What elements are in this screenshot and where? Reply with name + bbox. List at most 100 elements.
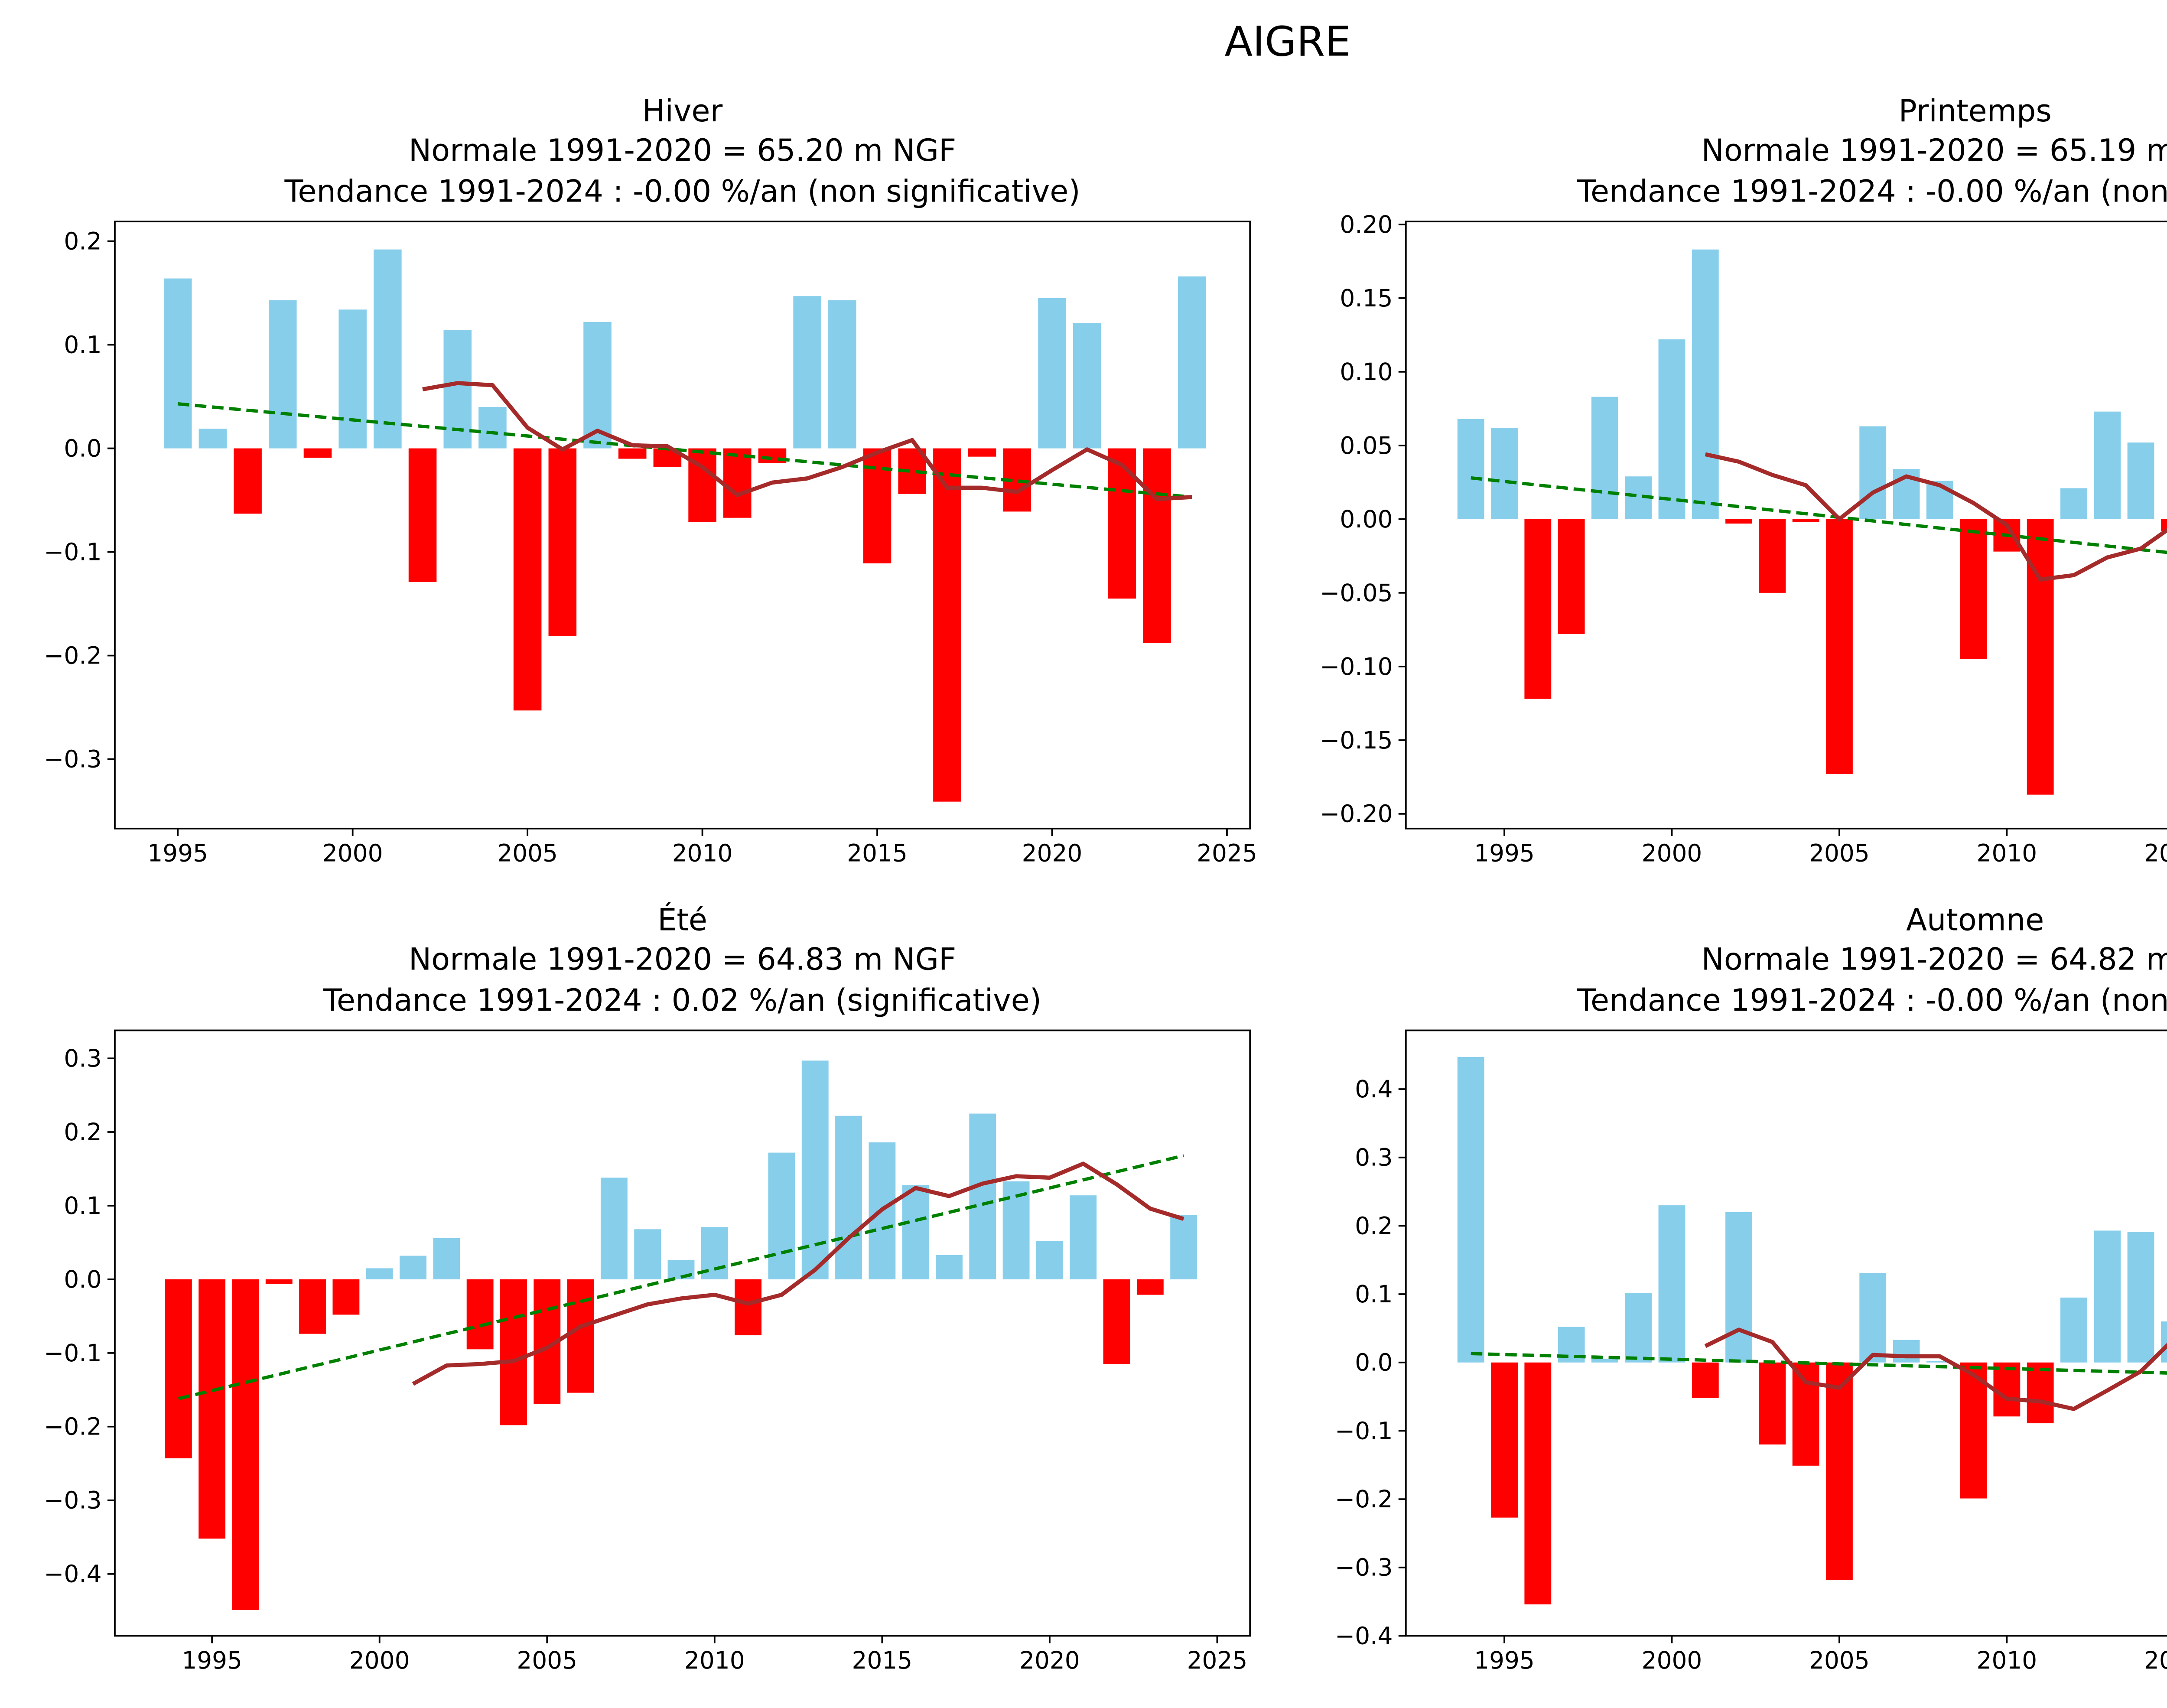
y-tick-label: 0.0 <box>1355 1349 1393 1376</box>
bar-positive <box>163 278 192 449</box>
y-tick-label: 0.0 <box>64 1266 101 1293</box>
y-tick-label: −0.2 <box>44 642 101 670</box>
axes-frame <box>114 1029 1251 1637</box>
bar-positive <box>969 1113 996 1279</box>
plot-area: 1995200020052010201520202025−0.4−0.3−0.2… <box>1335 1029 2167 1674</box>
bar-positive <box>793 296 821 449</box>
bar-negative <box>1558 519 1585 634</box>
y-tick-label: 0.3 <box>64 1044 101 1072</box>
bar-positive <box>2094 1230 2121 1363</box>
y-tick-label: 0.05 <box>1340 432 1393 459</box>
bar-negative <box>1524 1362 1552 1604</box>
bar-positive <box>478 407 507 449</box>
bar-negative <box>933 448 961 802</box>
bar-positive <box>2060 1297 2087 1363</box>
bar-negative <box>968 448 996 457</box>
bar-negative <box>1792 519 1819 522</box>
bar-negative <box>1960 1362 1987 1499</box>
bar-positive <box>1658 339 1685 519</box>
panel-title-line-2: Normale 1991-2020 = 64.83 m NGF <box>409 941 956 977</box>
bar-positive <box>1038 298 1066 449</box>
bar-negative <box>299 1279 326 1334</box>
panel-title-line-1: Été <box>657 902 707 938</box>
panel-ete: Été Normale 1991-2020 = 64.83 m NGF Tend… <box>44 902 1251 1674</box>
bar-positive <box>1491 428 1518 519</box>
x-tick-label: 1995 <box>182 1646 242 1674</box>
bar-positive <box>269 300 297 449</box>
panel-title-line-2: Normale 1991-2020 = 65.19 m NGF <box>1702 133 2167 168</box>
x-tick-label: 2000 <box>1642 1646 1702 1674</box>
x-tick-label: 2025 <box>1187 1646 1248 1674</box>
bar-positive <box>1859 1273 1887 1363</box>
y-tick-label: 0.15 <box>1340 284 1393 312</box>
rolling-mean-line <box>422 381 1192 501</box>
bar-positive <box>1170 1215 1197 1279</box>
bar-positive <box>1725 1212 1752 1363</box>
x-tick-label: 2015 <box>2144 1646 2167 1674</box>
trend-line <box>178 1154 1184 1400</box>
bar-positive <box>400 1256 426 1279</box>
bar-positive <box>1070 1195 1097 1279</box>
y-tick-label: −0.1 <box>1335 1417 1393 1444</box>
plot-area: 1995200020052010201520202025−0.20−0.15−0… <box>1320 211 2167 867</box>
bar-negative <box>198 1279 226 1539</box>
bar-negative <box>1960 519 1987 659</box>
bar-positive <box>1859 426 1887 519</box>
bar-negative <box>513 448 542 711</box>
panel-title-line-3: Tendance 1991-2024 : -0.00 %/an (non sig… <box>284 174 1080 209</box>
bar-positive <box>1692 249 1719 519</box>
panel-automne: Automne Normale 1991-2020 = 64.82 m NGF … <box>1335 902 2167 1674</box>
x-tick-label: 2005 <box>1809 839 1870 867</box>
bar-positive <box>1457 1057 1484 1363</box>
panel-title-line-3: Tendance 1991-2024 : -0.00 %/an (non sig… <box>1577 983 2167 1018</box>
bar-negative <box>165 1279 192 1458</box>
y-tick-label: 0.10 <box>1340 358 1393 386</box>
bar-positive <box>2160 1321 2167 1363</box>
y-tick-label: −0.20 <box>1320 800 1393 828</box>
bar-negative <box>500 1279 527 1425</box>
bar-positive <box>1036 1241 1063 1279</box>
x-tick-label: 2015 <box>2144 839 2167 867</box>
x-tick-label: 2025 <box>1197 839 1257 867</box>
rolling-mean-line <box>1704 1327 2167 1411</box>
bar-negative <box>567 1279 594 1393</box>
axes-frame <box>1405 1029 2167 1637</box>
x-tick-label: 2005 <box>1809 1646 1870 1674</box>
y-tick-label: −0.05 <box>1320 579 1393 607</box>
panel-title-line-2: Normale 1991-2020 = 65.20 m NGF <box>409 133 956 168</box>
panel-hiver: Hiver Normale 1991-2020 = 65.20 m NGF Te… <box>44 93 1257 867</box>
y-tick-label: −0.3 <box>1335 1554 1393 1581</box>
y-tick-label: −0.10 <box>1320 653 1393 680</box>
rolling-mean-line <box>412 1161 1184 1386</box>
y-tick-label: −0.3 <box>44 745 101 773</box>
bar-positive <box>936 1255 963 1279</box>
bar-negative <box>1826 519 1853 774</box>
bar-positive <box>2060 488 2087 519</box>
bar-positive <box>1625 1292 1652 1363</box>
bar-negative <box>1103 1279 1130 1364</box>
x-tick-label: 2020 <box>1019 1646 1080 1674</box>
y-tick-label: 0.4 <box>1355 1075 1393 1103</box>
bar-negative <box>408 448 437 582</box>
x-tick-label: 2010 <box>1977 1646 2037 1674</box>
y-tick-label: 0.1 <box>64 331 101 358</box>
bar-positive <box>1591 397 1618 519</box>
y-tick-label: −0.1 <box>44 538 101 566</box>
x-tick-label: 2010 <box>684 1646 745 1674</box>
bar-negative <box>1692 1362 1719 1398</box>
bar-positive <box>1926 1361 1953 1363</box>
y-tick-label: −0.15 <box>1320 726 1393 754</box>
bar-positive <box>828 300 856 449</box>
bar-positive <box>1457 419 1484 519</box>
figure-title: AIGRE <box>1225 18 1351 66</box>
bar-negative <box>548 448 577 636</box>
x-tick-label: 1995 <box>1474 839 1535 867</box>
bar-negative <box>723 448 752 518</box>
panel-title-line-1: Printemps <box>1899 93 2052 129</box>
bar-positive <box>634 1229 661 1279</box>
x-tick-label: 2000 <box>349 1646 410 1674</box>
x-tick-label: 2010 <box>672 839 733 867</box>
bar-positive <box>1893 1340 1920 1363</box>
bar-negative <box>265 1279 293 1284</box>
